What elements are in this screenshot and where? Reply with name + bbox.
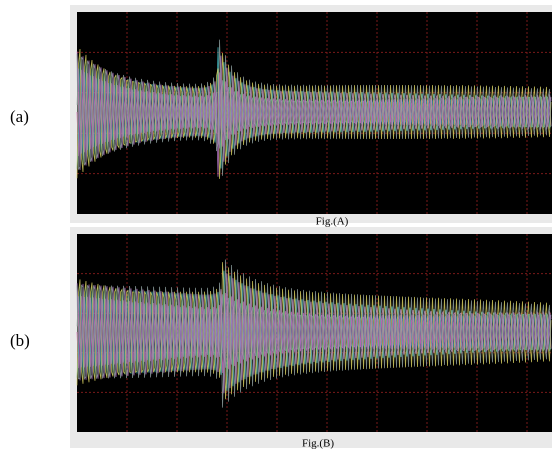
panel-label: (b) <box>10 331 30 350</box>
panel-label: (a) <box>10 107 29 126</box>
panel-caption: Fig.(B) <box>302 438 334 450</box>
figure: (a) Fig.(A) (b) Fig.(B) <box>0 0 552 450</box>
panel-caption: Fig.(A) <box>316 216 349 228</box>
